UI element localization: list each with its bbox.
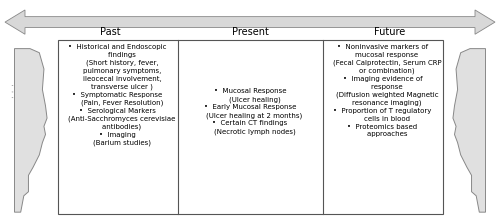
Text: •  Noninvasive markers of
    mucosal response
    (Fecal Calprotectin, Serum CR: • Noninvasive markers of mucosal respons… bbox=[324, 44, 442, 137]
Text: Future: Future bbox=[374, 27, 406, 37]
Text: •  Mucosal Response
    (Ulcer healing)
•  Early Mucosal Response
    (Ulcer hea: • Mucosal Response (Ulcer healing) • Ear… bbox=[198, 88, 302, 135]
Polygon shape bbox=[453, 49, 486, 212]
Polygon shape bbox=[5, 10, 495, 34]
Text: •  Historical and Endoscopic
    findings
    (Short history, fever,
    pulmona: • Historical and Endoscopic findings (Sh… bbox=[60, 44, 176, 146]
Polygon shape bbox=[14, 49, 47, 212]
Bar bbox=[58, 40, 442, 214]
Text: Past: Past bbox=[100, 27, 120, 37]
Text: Present: Present bbox=[232, 27, 268, 37]
